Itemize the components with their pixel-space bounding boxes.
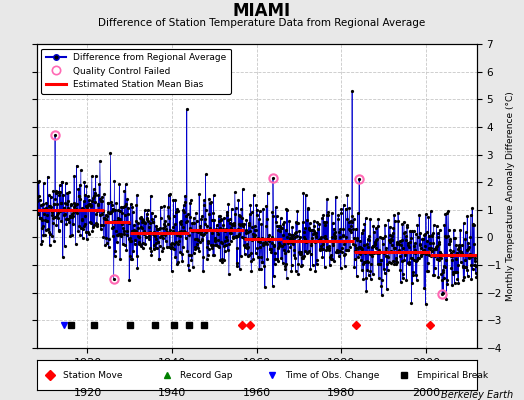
Text: Record Gap: Record Gap [180,370,232,380]
Text: 1920: 1920 [73,388,102,398]
Text: 1980: 1980 [328,388,355,398]
Text: 1960: 1960 [243,388,271,398]
Text: 2000: 2000 [412,388,440,398]
Text: Time of Obs. Change: Time of Obs. Change [286,370,380,380]
Text: MIAMI: MIAMI [233,2,291,20]
Text: Empirical Break: Empirical Break [418,370,488,380]
Text: Station Move: Station Move [63,370,123,380]
Y-axis label: Monthly Temperature Anomaly Difference (°C): Monthly Temperature Anomaly Difference (… [506,91,515,301]
Text: 1940: 1940 [158,388,186,398]
Legend: Difference from Regional Average, Quality Control Failed, Estimated Station Mean: Difference from Regional Average, Qualit… [41,48,231,94]
Text: Berkeley Earth: Berkeley Earth [441,390,514,400]
Text: Difference of Station Temperature Data from Regional Average: Difference of Station Temperature Data f… [99,18,425,28]
